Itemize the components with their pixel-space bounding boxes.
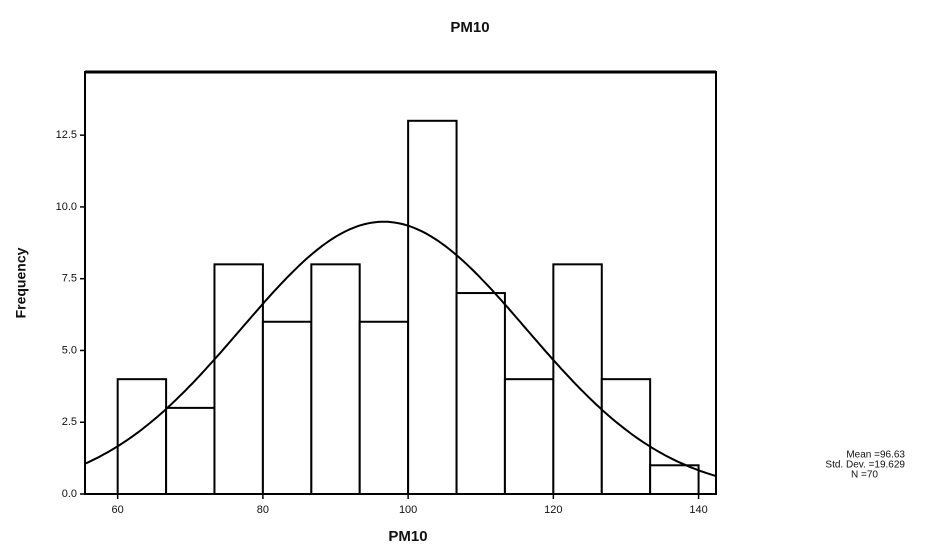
- x-tick-label: 100: [399, 504, 417, 516]
- chart-title: PM10: [450, 19, 489, 36]
- bar: [360, 322, 408, 494]
- y-tick-label: 7.5: [62, 273, 77, 285]
- x-axis-label: PM10: [388, 528, 427, 545]
- y-tick-label: 12.5: [56, 129, 77, 141]
- bar: [457, 293, 505, 494]
- y-tick-label: 10.0: [56, 201, 77, 213]
- bar: [214, 264, 262, 494]
- y-tick-label: 0.0: [62, 488, 77, 500]
- bar: [505, 379, 553, 494]
- bar: [553, 264, 601, 494]
- bar: [311, 264, 359, 494]
- bar: [263, 322, 311, 494]
- x-tick-label: 140: [689, 504, 707, 516]
- y-tick-label: 2.5: [62, 416, 77, 428]
- x-tick-label: 60: [112, 504, 124, 516]
- bar: [166, 408, 214, 494]
- bar: [408, 121, 456, 494]
- bar: [650, 465, 698, 494]
- chart: PM10 PM10 Frequency Mean =96.63 Std. Dev…: [0, 0, 944, 549]
- y-tick-label: 5.0: [62, 344, 77, 356]
- bar: [118, 379, 166, 494]
- bar: [602, 379, 650, 494]
- x-tick-label: 120: [544, 504, 562, 516]
- x-tick-label: 80: [257, 504, 269, 516]
- stat-n: N =70: [851, 470, 878, 481]
- y-axis-label: Frequency: [13, 247, 29, 318]
